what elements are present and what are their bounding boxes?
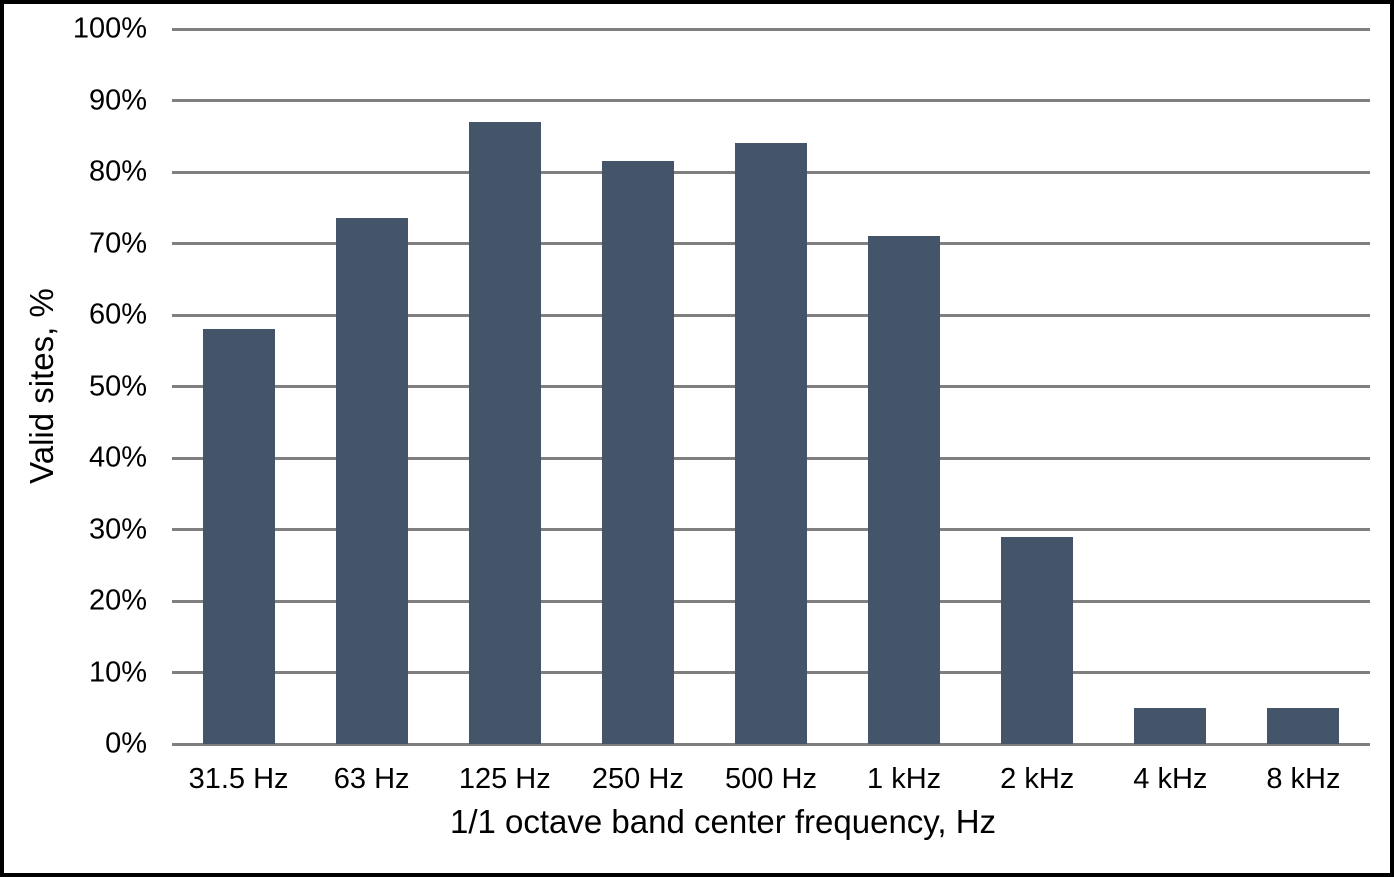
y-tick-label: 90% [88, 84, 147, 116]
y-tick-label: 80% [88, 155, 147, 188]
plot-area [172, 27, 1370, 746]
x-tick-label: 63 Hz [333, 763, 410, 795]
x-tick-label: 1 kHz [867, 763, 942, 795]
gridline [172, 99, 1370, 102]
x-axis-tick-labels: 31.5 Hz 63 Hz 125 Hz 250 Hz 500 Hz 1 kHz 2 kHz… [172, 763, 1370, 804]
y-tick-label: 30% [88, 513, 147, 545]
x-axis-line [172, 742, 1370, 746]
bar [601, 161, 674, 744]
x-tick-label: 125 Hz [458, 763, 551, 795]
y-tick-label: 100% [72, 12, 147, 45]
bar [335, 218, 408, 744]
bar [1134, 708, 1207, 744]
y-tick-label: 60% [88, 298, 147, 331]
x-tick-label: 2 kHz [1000, 763, 1075, 795]
bar [868, 236, 941, 744]
bar [1001, 536, 1074, 744]
x-tick-label: 4 kHz [1133, 763, 1208, 795]
x-tick-label: 500 Hz [725, 763, 817, 795]
y-tick-label: 70% [88, 227, 147, 259]
bar [468, 121, 541, 744]
y-axis-tick-labels: 0% 10% 20% 30% 40% 50% 60% 70% 80% 90% 100% [4, 14, 147, 758]
y-tick-label: 0% [105, 727, 147, 760]
x-tick-label: 31.5 Hz [188, 763, 289, 795]
gridline [172, 27, 1370, 31]
y-tick-label: 10% [88, 656, 147, 688]
y-tick-label: 20% [88, 584, 147, 617]
y-tick-label: 40% [88, 441, 147, 474]
y-tick-label: 50% [88, 370, 147, 402]
x-tick-label: 8 kHz [1266, 763, 1341, 795]
bar [202, 329, 275, 744]
x-axis-title: 1/1 octave band center frequency, Hz [449, 803, 997, 840]
x-tick-label: 250 Hz [591, 763, 684, 795]
bar [1267, 708, 1340, 744]
bar [735, 143, 807, 744]
